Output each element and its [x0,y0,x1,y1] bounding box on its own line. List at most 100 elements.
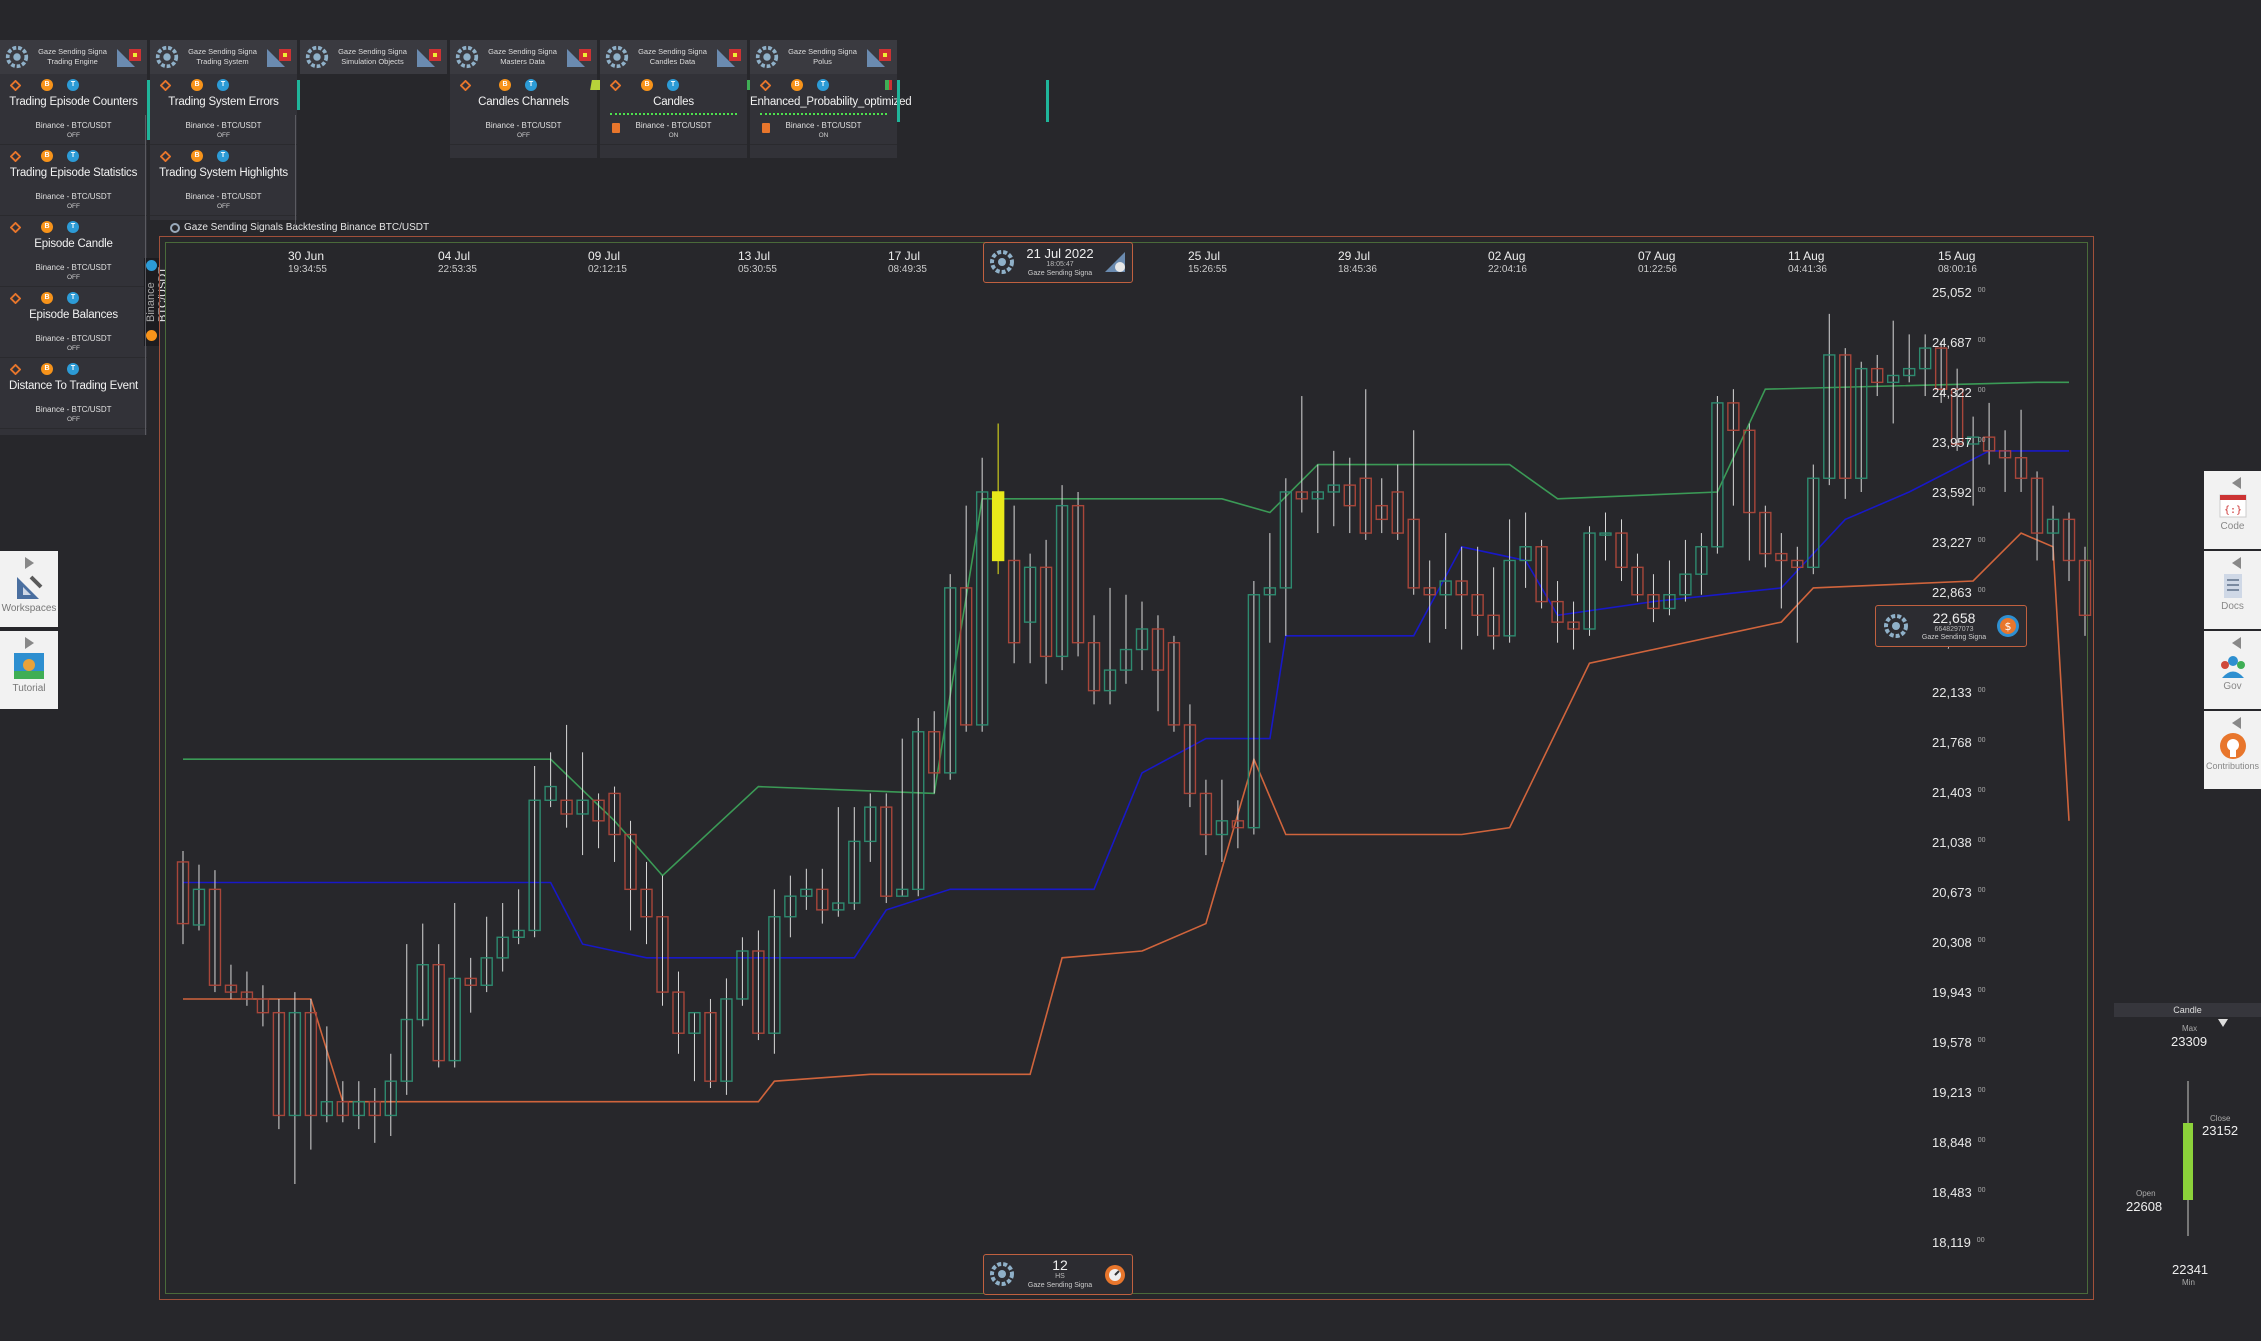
candle-body [1359,477,1372,534]
candle-body [464,977,477,986]
candle-body [768,916,781,1034]
candle-body [1487,614,1500,637]
layer-diamond-icon [610,79,621,91]
candle-body [1055,504,1069,658]
time-axis-time: 22:04:16 [1488,264,1527,275]
time-axis-date: 02 Aug [1488,249,1526,263]
active-indicator [1046,80,1049,122]
layer-tile[interactable]: B T Distance To Trading Event Binance - … [0,358,147,429]
candle-body [2046,518,2060,534]
panel-header[interactable]: Gaze Sending Signa Trading System [150,40,297,74]
price-badge-value: 22,658 [1932,610,1976,626]
layer-tile[interactable]: B T Candles Binance - BTC/USDT ON [600,74,754,145]
layer-tile[interactable]: B T Episode Balances Binance - BTC/USDT … [0,287,147,358]
tutorial-button[interactable]: Tutorial [0,631,58,709]
time-axis-date: 25 Jul [1188,249,1221,263]
price-axis-suffix: 00 [1977,736,1986,744]
time-axis-label: 09 Jul 02:12:15 [588,250,627,276]
gov-button[interactable]: Gov [2204,631,2261,709]
panel-header-subtitle: Trading Engine [47,57,98,66]
candle-widget[interactable]: Candle Max 23309 Close 23152 Open 22608 … [2114,1003,2261,1293]
candle-body [1918,347,1932,370]
workspaces-button[interactable]: Workspaces [0,551,58,627]
candle-body [1871,367,1884,384]
candle-body [512,929,525,938]
price-axis-label: 18,848 00 [1932,1135,1986,1150]
candle-body [1471,594,1484,616]
chevron-down-icon[interactable] [2218,1019,2228,1027]
panel-header[interactable]: Gaze Sending Signa Polus [750,40,897,74]
candle-body [528,799,541,932]
code-button[interactable]: {:} Code [2204,471,2261,549]
market-tab[interactable]: Binance BTC/USDT [144,258,169,346]
btc-icon: B [499,79,511,91]
layer-status-label: ON [818,132,829,139]
btc-icon: B [41,363,53,375]
file-icon [612,123,620,133]
candle-body [880,806,893,897]
layer-diamond-icon [10,150,21,162]
contributions-button[interactable]: Contributions [2204,711,2261,789]
panel-header-subtitle: Masters Data [500,57,545,66]
layer-tile[interactable]: B T Trading System Errors Binance - BTC/… [150,74,297,145]
panel-header[interactable]: Gaze Sending Signa Trading Engine [0,40,147,74]
price-axis-label: 20,673 00 [1932,885,1986,900]
candle-body [1807,477,1820,569]
candle-body [1631,566,1644,596]
min-label: Min [2182,1278,2195,1287]
panel-logo-icon [717,49,741,67]
time-axis-label: 17 Jul 08:49:35 [888,250,927,276]
panel-header-subtitle: Simulation Objects [341,57,404,66]
candle-body [1855,367,1868,479]
price-axis-value: 20,673 [1932,885,1972,900]
candle-widget-header[interactable]: Candle [2114,1003,2261,1017]
layer-title-label: Episode Candle [34,238,113,250]
layer-market-label: Binance - BTC/USDT [35,192,112,201]
panel-1: Gaze Sending Signa Trading Engine B T Tra… [0,40,147,435]
time-frame-unit: HS [1055,1273,1065,1280]
candle-body [352,1101,366,1117]
layer-status-label: OFF [517,132,530,139]
time-cursor-badge[interactable]: 21 Jul 2022 18:05:47 Gaze Sending Signa [983,242,1133,283]
price-axis-value: 18,848 [1932,1135,1972,1150]
layer-tile[interactable]: B T Trading Episode Statistics Binance -… [0,145,147,216]
price-axis-value: 21,038 [1932,835,1972,850]
time-axis-date: 04 Jul [438,249,471,263]
layer-tile[interactable]: B T Trading Episode Counters Binance - B… [0,74,147,145]
layer-market-label: Binance - BTC/USDT [785,121,862,130]
panel-divider [295,115,296,225]
candle-body [1567,621,1580,630]
layer-title-label: Trading Episode Statistics [9,167,138,179]
time-frame-badge[interactable]: 12 HS Gaze Sending Signa [983,1254,1133,1295]
candle-body [1103,669,1117,692]
layer-title-label: Trading System Highlights [159,167,288,179]
panel-header[interactable]: Gaze Sending Signa Simulation Objects [300,40,447,74]
candle-body [800,888,813,897]
layer-tile[interactable]: B T Episode Candle Binance - BTC/USDT OF… [0,216,147,287]
candle-body [1407,518,1420,589]
candle-body [1583,532,1596,630]
candle-body [416,964,429,1021]
panel-header[interactable]: Gaze Sending Signa Candles Data [600,40,747,74]
price-axis-label: 18,119 00 [1932,1235,1985,1250]
collapse-arrow-icon [2232,717,2241,729]
price-axis-label: 21,038 00 [1932,835,1986,850]
layer-tile[interactable]: B T Candles Channels Binance - BTC/USDT … [450,74,606,145]
price-axis-label: 20,308 00 [1932,935,1986,950]
panel-header[interactable]: Gaze Sending Signa Masters Data [450,40,597,74]
docs-button[interactable]: Docs [2204,551,2261,629]
time-frame-caption: Gaze Sending Signa [1027,1282,1093,1289]
candle-body [816,888,829,911]
layer-diamond-icon [10,292,21,304]
price-axis-suffix: 00 [1977,1086,1986,1094]
layer-tile[interactable]: B T Enhanced_Probability_optimized Binan… [750,74,912,145]
layer-tile[interactable]: B T Trading System Highlights Binance - … [150,145,297,216]
candle-body [1998,450,2012,459]
candle-body [480,957,493,986]
layer-diamond-icon [460,79,471,91]
layer-market-label: Binance - BTC/USDT [35,263,112,272]
candle-body [224,984,238,993]
panel-header-subtitle: Polus [813,57,832,66]
price-cursor-badge[interactable]: 22,658 6648297073 Gaze Sending Signa $ [1875,605,2027,647]
